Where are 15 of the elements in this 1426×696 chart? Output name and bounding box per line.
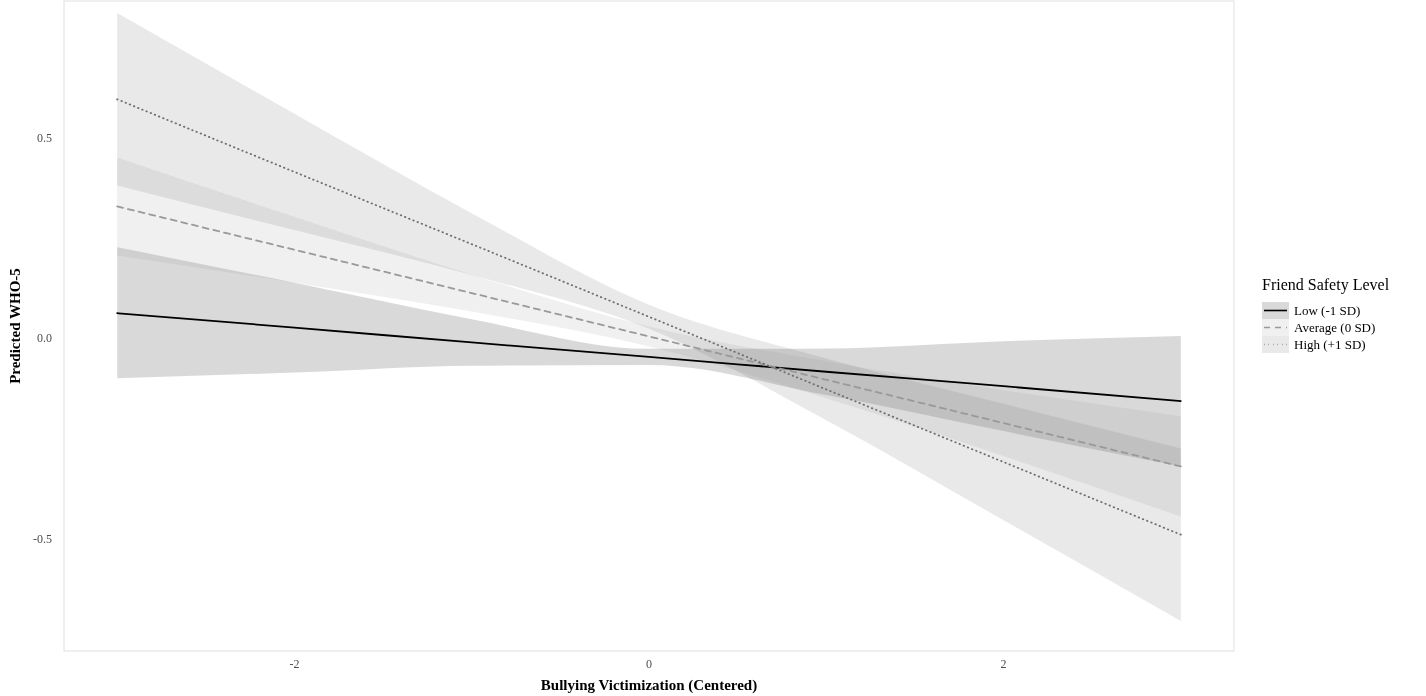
x-tick-label: 2 [1000,657,1007,671]
line-series [116,98,1182,536]
y-tick-label: 0.0 [37,331,52,346]
legend-label: High (+1 SD) [1294,337,1366,353]
line-series [116,312,1182,402]
legend-label: Low (-1 SD) [1294,303,1361,319]
y-tick-label: 0.5 [37,130,52,145]
y-axis-title: Predicted WHO-5 [7,268,23,384]
legend-label: Average (0 SD) [1294,320,1376,336]
y-tick-label: -0.5 [33,531,52,546]
x-tick-label: 0 [646,657,652,671]
line-series [116,205,1182,468]
legend-title: Friend Safety Level [1262,276,1390,294]
x-tick-label: -2 [289,657,300,671]
x-axis-title: Bullying Victimization (Centered) [540,677,758,694]
